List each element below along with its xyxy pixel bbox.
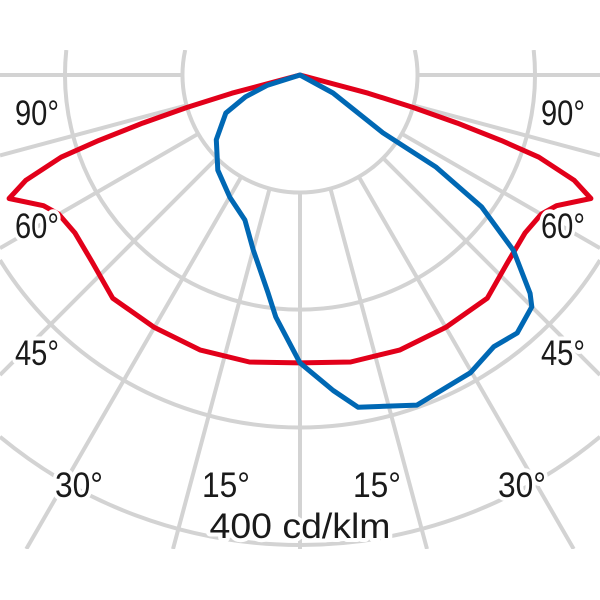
grid-spoke-75 [412, 103, 600, 158]
label-right-15: 15° [353, 466, 401, 505]
label-left-90: 90° [15, 94, 59, 133]
curves [6, 72, 594, 410]
label-right-30: 30° [498, 466, 546, 505]
grid-spoke--30 [24, 175, 244, 549]
label-right-60: 60° [541, 207, 585, 246]
label-left-15: 15° [202, 466, 250, 505]
grid-spoke-30 [357, 175, 576, 549]
label-left-60: 60° [15, 207, 59, 246]
grid-spoke-45 [381, 156, 600, 377]
grid-spoke--60 [0, 132, 200, 250]
label-left-30: 30° [55, 466, 103, 505]
grid-ring-100 [180, 50, 420, 195]
grid-spoke-60 [400, 132, 600, 250]
polar-grid [0, 50, 600, 549]
series-curve-blue [213, 72, 535, 410]
label-right-90: 90° [541, 94, 585, 133]
angle-labels: 90° 60° 45° 30° 15° 15° 30° 45° 60° 90° [11, 90, 589, 509]
grid-spoke--45 [0, 156, 219, 377]
grid-spoke-15 [328, 187, 429, 549]
scale-unit-label: 400 cd/klm [210, 507, 391, 546]
label-right-45: 45° [541, 334, 585, 373]
grid-spoke--75 [0, 103, 188, 158]
label-left-45: 45° [15, 334, 59, 373]
